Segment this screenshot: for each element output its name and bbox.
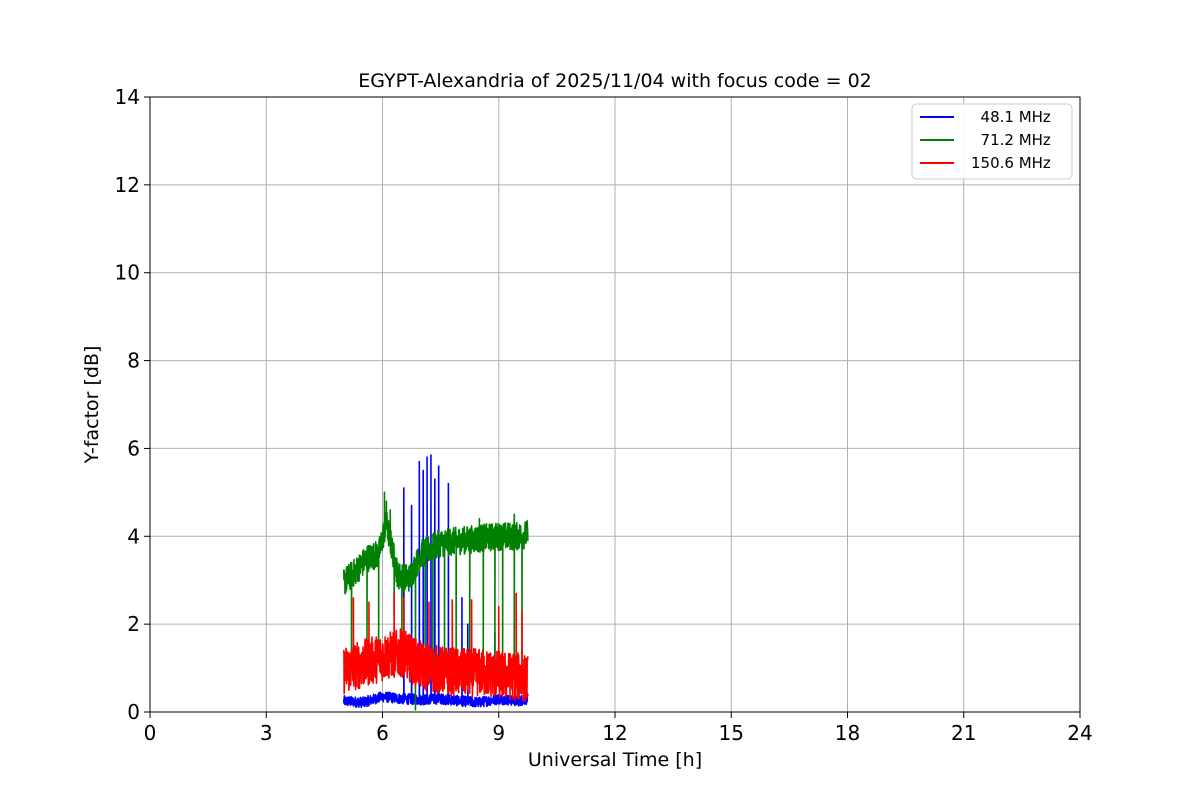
plot-area	[342, 454, 529, 711]
y-tick-label: 4	[127, 524, 140, 548]
series-line	[342, 592, 529, 702]
y-tick-label: 10	[115, 261, 140, 285]
y-tick-label: 14	[115, 85, 140, 109]
y-axis-title: Y-factor [dB]	[81, 346, 103, 465]
legend-label: 71.2 MHz	[971, 131, 1051, 149]
y-tick-label: 0	[127, 700, 140, 724]
x-tick-label: 21	[951, 721, 976, 745]
y-tick-label: 2	[127, 612, 140, 636]
x-tick-label: 12	[602, 721, 627, 745]
y-tick-label: 12	[115, 173, 140, 197]
legend-label: 48.1 MHz	[971, 108, 1051, 126]
chart-title: EGYPT-Alexandria of 2025/11/04 with focu…	[358, 70, 872, 92]
x-tick-label: 9	[492, 721, 505, 745]
y-tick-label: 6	[127, 436, 140, 460]
series-150-6-mhz	[342, 592, 529, 702]
x-tick-label: 6	[376, 721, 389, 745]
series-71-2-mhz	[342, 491, 529, 711]
x-axis-title: Universal Time [h]	[528, 749, 702, 771]
x-tick-label: 24	[1067, 721, 1092, 745]
x-tick-label: 0	[144, 721, 157, 745]
x-tick-label: 15	[719, 721, 744, 745]
series-48-1-mhz	[342, 454, 529, 709]
legend-box	[911, 103, 1073, 180]
legend-label: 150.6 MHz	[971, 154, 1051, 172]
x-tick-label: 18	[835, 721, 860, 745]
legend: 48.1 MHz 71.2 MHz 150.6 MHz	[911, 103, 1073, 180]
x-tick-label: 3	[260, 721, 273, 745]
series-line	[342, 454, 529, 709]
series-line	[342, 491, 529, 711]
y-tick-label: 8	[127, 349, 140, 373]
